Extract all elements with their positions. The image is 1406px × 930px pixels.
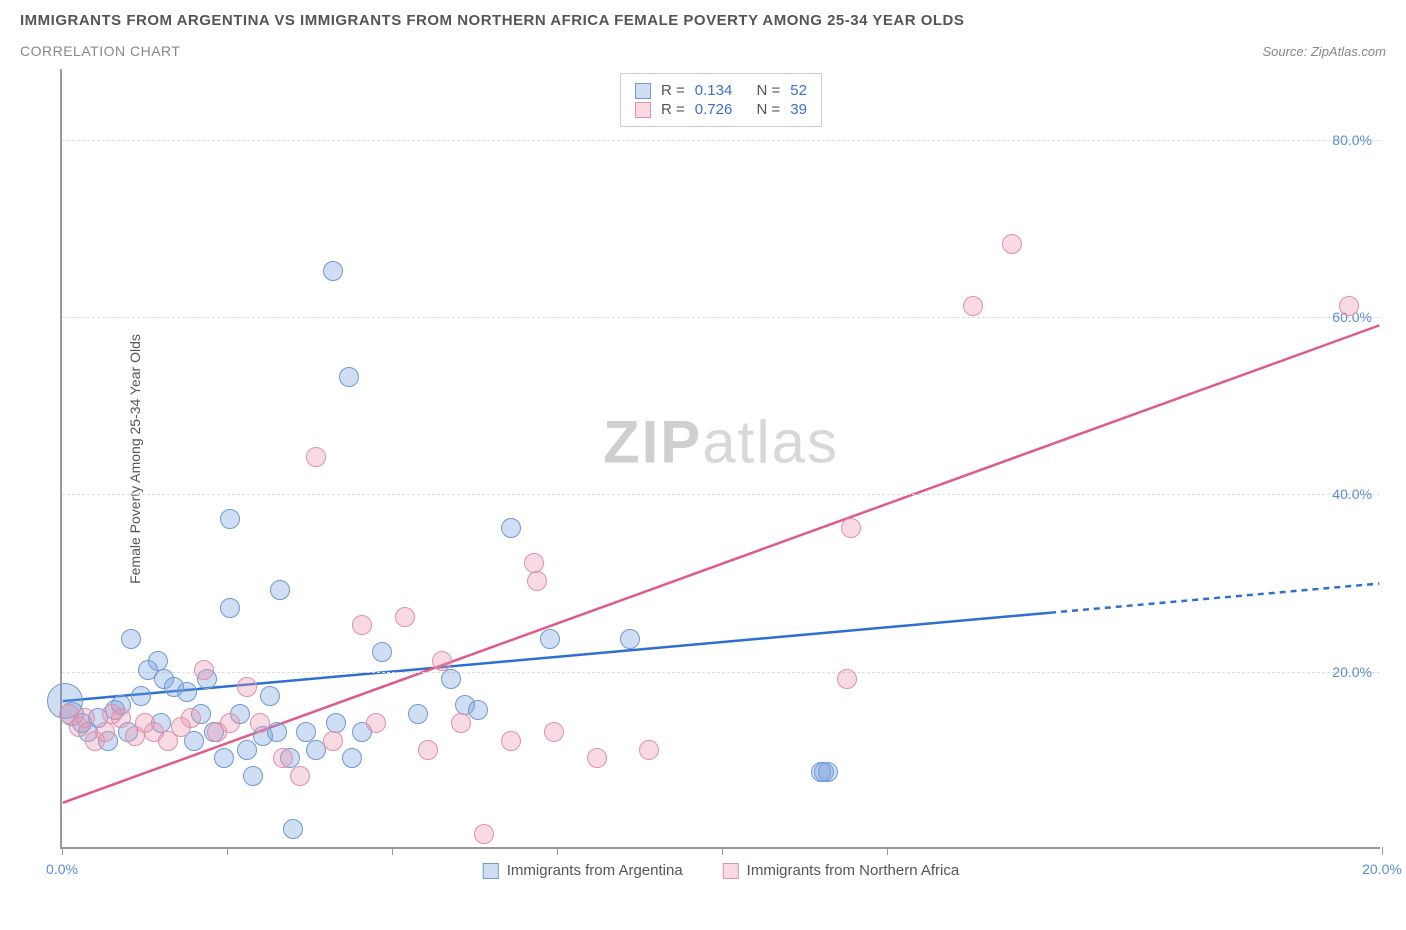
data-point-northern_africa [75, 708, 95, 728]
data-point-northern_africa [1339, 296, 1359, 316]
data-point-argentina [283, 819, 303, 839]
x-tick-label: 20.0% [1362, 861, 1402, 877]
data-point-northern_africa [273, 748, 293, 768]
scatter-plot: ZIPatlas R = 0.134 N = 52 R = 0.726 N = … [60, 69, 1380, 849]
data-point-northern_africa [306, 447, 326, 467]
data-point-argentina [214, 748, 234, 768]
x-tick-label: 0.0% [46, 861, 78, 877]
data-point-argentina [372, 642, 392, 662]
series-legend: Immigrants from Argentina Immigrants fro… [483, 862, 959, 879]
data-point-argentina [620, 629, 640, 649]
data-point-northern_africa [352, 615, 372, 635]
data-point-argentina [237, 740, 257, 760]
chart-title: IMMIGRANTS FROM ARGENTINA VS IMMIGRANTS … [20, 12, 964, 29]
data-point-argentina [441, 669, 461, 689]
swatch-northern-africa [723, 863, 739, 879]
data-point-argentina [468, 700, 488, 720]
legend-row-argentina: R = 0.134 N = 52 [635, 82, 807, 99]
data-point-northern_africa [323, 731, 343, 751]
data-point-northern_africa [527, 571, 547, 591]
data-point-argentina [243, 766, 263, 786]
data-point-argentina [342, 748, 362, 768]
y-tick-label: 80.0% [1332, 132, 1372, 148]
data-point-argentina [220, 598, 240, 618]
y-tick-label: 20.0% [1332, 664, 1372, 680]
source-attribution: Source: ZipAtlas.com [1262, 44, 1386, 59]
legend-item-northern-africa: Immigrants from Northern Africa [723, 862, 960, 879]
y-tick-label: 40.0% [1332, 486, 1372, 502]
data-point-northern_africa [220, 713, 240, 733]
data-point-northern_africa [474, 824, 494, 844]
data-point-northern_africa [432, 651, 452, 671]
data-point-argentina [501, 518, 521, 538]
data-point-argentina [131, 686, 151, 706]
data-point-northern_africa [963, 296, 983, 316]
data-point-argentina [540, 629, 560, 649]
swatch-argentina [635, 83, 651, 99]
legend-item-argentina: Immigrants from Argentina [483, 862, 683, 879]
data-point-northern_africa [418, 740, 438, 760]
data-point-northern_africa [111, 708, 131, 728]
data-point-argentina [260, 686, 280, 706]
chart-subtitle: CORRELATION CHART [20, 43, 964, 59]
data-point-argentina [818, 762, 838, 782]
data-point-northern_africa [366, 713, 386, 733]
data-point-northern_africa [837, 669, 857, 689]
data-point-argentina [339, 367, 359, 387]
watermark: ZIPatlas [603, 408, 839, 477]
data-point-argentina [270, 580, 290, 600]
data-point-northern_africa [451, 713, 471, 733]
data-point-argentina [121, 629, 141, 649]
data-point-northern_africa [1002, 234, 1022, 254]
correlation-legend: R = 0.134 N = 52 R = 0.726 N = 39 [620, 73, 822, 127]
data-point-northern_africa [587, 748, 607, 768]
data-point-northern_africa [639, 740, 659, 760]
data-point-northern_africa [501, 731, 521, 751]
data-point-argentina [220, 509, 240, 529]
legend-row-northern-africa: R = 0.726 N = 39 [635, 101, 807, 118]
data-point-northern_africa [181, 708, 201, 728]
data-point-argentina [326, 713, 346, 733]
data-point-northern_africa [237, 677, 257, 697]
data-point-argentina [177, 682, 197, 702]
swatch-northern-africa [635, 102, 651, 118]
data-point-northern_africa [395, 607, 415, 627]
data-point-northern_africa [95, 722, 115, 742]
data-point-northern_africa [290, 766, 310, 786]
data-point-northern_africa [194, 660, 214, 680]
data-point-northern_africa [841, 518, 861, 538]
swatch-argentina [483, 863, 499, 879]
data-point-argentina [408, 704, 428, 724]
data-point-argentina [323, 261, 343, 281]
data-point-northern_africa [250, 713, 270, 733]
data-point-northern_africa [544, 722, 564, 742]
